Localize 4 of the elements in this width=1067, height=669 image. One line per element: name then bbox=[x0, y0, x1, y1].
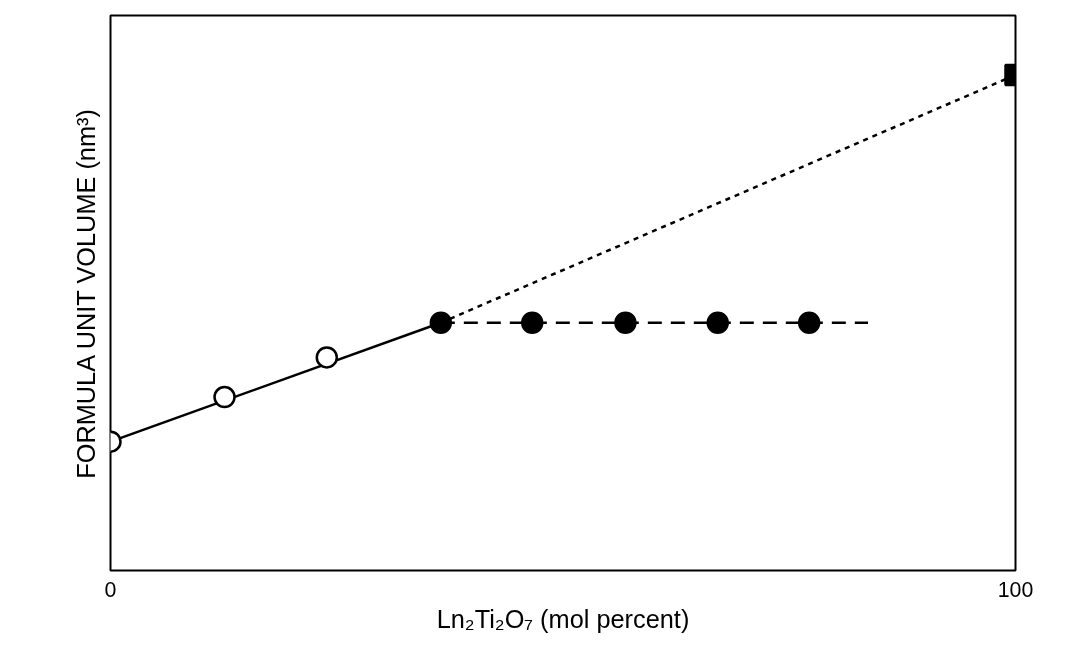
x-axis-title: Ln₂Ti₂O₇ (mol percent) bbox=[436, 604, 690, 633]
y-axis-title: FORMULA UNIT VOLUME (nm³) bbox=[71, 109, 100, 479]
x-tick-label: 100 bbox=[997, 577, 1034, 602]
x-tick-label: 0 bbox=[104, 577, 117, 602]
